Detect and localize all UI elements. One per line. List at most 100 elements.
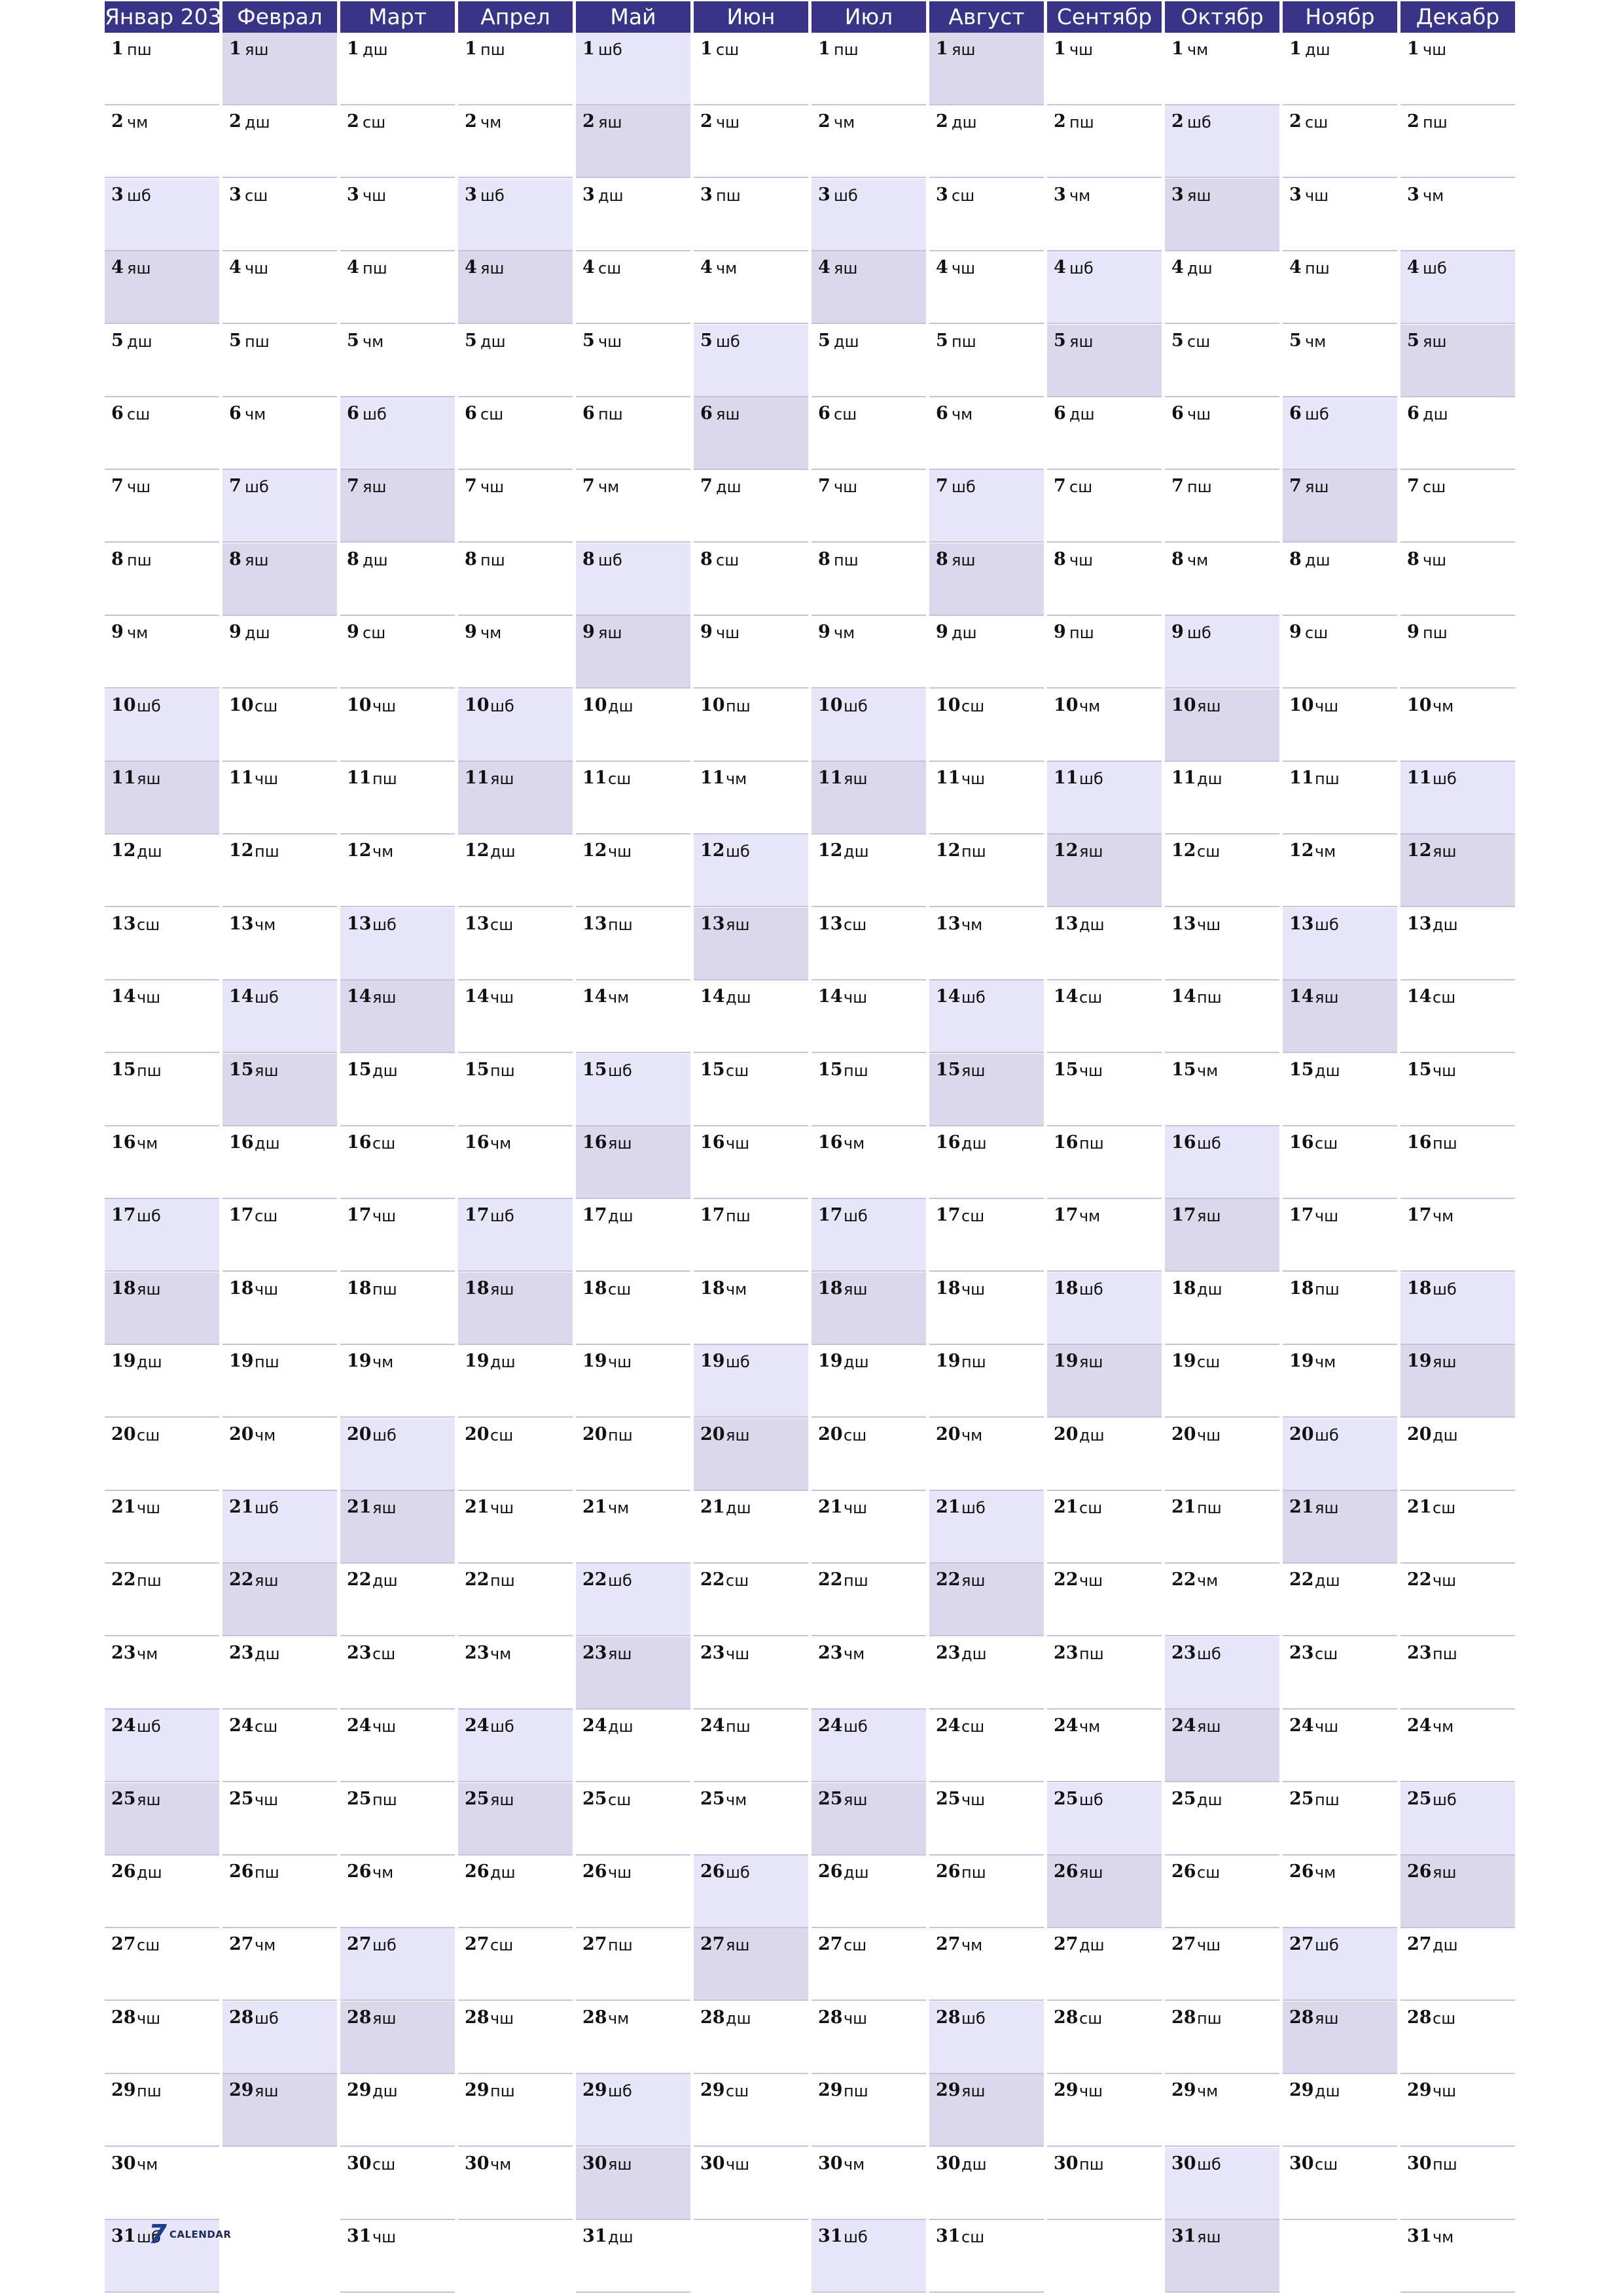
day-cell[interactable]: 19 чм [340,1345,455,1418]
day-cell[interactable]: 25 чм [694,1783,808,1856]
day-cell[interactable]: 22 дш [1283,1564,1397,1637]
day-cell[interactable]: 1 чм [1165,33,1279,105]
day-cell[interactable]: 30 чм [458,2147,573,2220]
day-cell[interactable]: 12 шб [694,834,808,908]
day-cell[interactable]: 8 яш [223,543,337,616]
day-cell[interactable]: 23 сш [340,1637,455,1710]
day-cell[interactable]: 12 дш [458,834,573,908]
day-cell[interactable]: 26 чм [340,1856,455,1928]
day-cell[interactable]: 9 чм [105,616,219,689]
month-header[interactable]: Ноябр [1283,1,1397,33]
day-cell[interactable]: 22 яш [929,1564,1044,1637]
day-cell[interactable]: 11 чш [929,762,1044,834]
day-cell[interactable]: 22 пш [812,1564,926,1637]
day-cell[interactable]: 19 чм [1283,1345,1397,1418]
day-cell[interactable]: 28 дш [694,2001,808,2074]
day-cell[interactable]: 9 дш [223,616,337,689]
day-cell[interactable]: 15 шб [576,1053,690,1126]
day-cell[interactable]: 25 чш [929,1783,1044,1856]
day-cell[interactable]: 27 чш [1165,1928,1279,2001]
day-cell[interactable]: 25 дш [1165,1783,1279,1856]
day-cell[interactable]: 19 дш [458,1345,573,1418]
day-cell[interactable]: 10 дш [576,689,690,762]
day-cell[interactable]: 21 пш [1165,1491,1279,1564]
day-cell[interactable]: 4 яш [458,251,573,325]
day-cell[interactable]: 6 чм [223,397,337,470]
day-cell[interactable]: 26 яш [1047,1856,1162,1928]
day-cell[interactable]: 31 шб [812,2220,926,2293]
day-cell[interactable]: 29 чм [1165,2074,1279,2147]
day-cell[interactable]: 10 сш [223,689,337,762]
day-cell[interactable]: 24 чм [1400,1710,1515,1783]
day-cell[interactable]: 7 шб [929,470,1044,543]
day-cell[interactable]: 2 чш [694,105,808,179]
day-cell[interactable]: 9 шб [1165,616,1279,689]
day-cell[interactable]: 28 сш [1047,2001,1162,2074]
day-cell[interactable]: 10 чм [1400,689,1515,762]
day-cell[interactable]: 2 чм [812,105,926,179]
day-cell[interactable]: 15 яш [929,1053,1044,1126]
day-cell[interactable]: 28 шб [223,2001,337,2074]
day-cell[interactable]: 23 шб [1165,1636,1279,1710]
day-cell[interactable]: 5 пш [929,325,1044,397]
day-cell[interactable]: 6 шб [340,397,455,470]
day-cell[interactable]: 20 дш [1047,1418,1162,1491]
day-cell[interactable]: 16 яш [576,1126,690,1199]
day-cell[interactable]: 15 пш [458,1054,573,1126]
day-cell[interactable]: 23 чм [458,1637,573,1710]
day-cell[interactable]: 16 чш [694,1126,808,1199]
day-cell[interactable]: 18 шб [1047,1272,1162,1345]
day-cell[interactable]: 16 дш [223,1126,337,1199]
day-cell[interactable]: 10 чш [340,689,455,762]
month-header[interactable]: Феврал [223,1,337,33]
day-cell[interactable]: 13 сш [105,908,219,980]
day-cell[interactable]: 7 пш [1165,470,1279,543]
day-cell[interactable]: 14 чш [105,980,219,1054]
day-cell[interactable]: 28 сш [1400,2001,1515,2074]
day-cell[interactable]: 21 шб [929,1491,1044,1564]
day-cell[interactable]: 29 чш [1400,2074,1515,2147]
day-cell[interactable]: 5 дш [458,325,573,397]
day-cell[interactable]: 21 дш [694,1491,808,1564]
month-header[interactable]: Июн [694,1,808,33]
day-cell[interactable]: 20 сш [458,1418,573,1491]
day-cell[interactable]: 12 чш [576,834,690,908]
day-cell[interactable]: 17 сш [223,1199,337,1272]
day-cell[interactable]: 2 шб [1165,105,1279,179]
day-cell[interactable]: 17 дш [576,1199,690,1272]
day-cell[interactable]: 24 шб [812,1710,926,1783]
day-cell[interactable]: 6 пш [576,397,690,470]
day-cell[interactable]: 23 яш [576,1636,690,1710]
day-cell[interactable]: 29 яш [929,2074,1044,2147]
day-cell[interactable]: 6 чш [1165,397,1279,470]
day-cell[interactable]: 22 шб [576,1564,690,1637]
day-cell[interactable]: 15 пш [812,1054,926,1126]
day-cell[interactable]: 24 чш [1283,1710,1397,1783]
month-header[interactable]: Август [929,1,1044,33]
day-cell[interactable]: 25 сш [576,1783,690,1856]
day-cell[interactable]: 16 сш [1283,1126,1397,1199]
day-cell[interactable]: 5 сш [1165,325,1279,397]
day-cell[interactable]: 13 дш [1047,908,1162,980]
day-cell[interactable]: 7 яш [1283,470,1397,543]
day-cell[interactable]: 8 яш [929,543,1044,616]
day-cell[interactable]: 4 яш [812,251,926,325]
day-cell[interactable]: 11 чм [694,762,808,834]
day-cell[interactable]: 6 сш [812,397,926,470]
day-cell[interactable]: 20 чм [929,1418,1044,1491]
day-cell[interactable]: 30 сш [340,2147,455,2220]
day-cell[interactable]: 25 яш [812,1782,926,1856]
day-cell[interactable]: 16 сш [340,1126,455,1199]
day-cell[interactable]: 11 яш [812,762,926,834]
day-cell[interactable]: 8 пш [105,543,219,616]
day-cell[interactable]: 4 яш [105,251,219,325]
day-cell[interactable]: 30 сш [1283,2147,1397,2220]
day-cell[interactable]: 10 шб [458,689,573,762]
day-cell[interactable]: 23 пш [1047,1637,1162,1710]
day-cell[interactable]: 16 чм [458,1126,573,1199]
day-cell[interactable]: 8 чм [1165,543,1279,616]
day-cell[interactable]: 2 сш [340,105,455,179]
day-cell[interactable]: 10 пш [694,689,808,762]
day-cell[interactable]: 30 чш [694,2147,808,2220]
day-cell[interactable]: 19 дш [812,1345,926,1418]
